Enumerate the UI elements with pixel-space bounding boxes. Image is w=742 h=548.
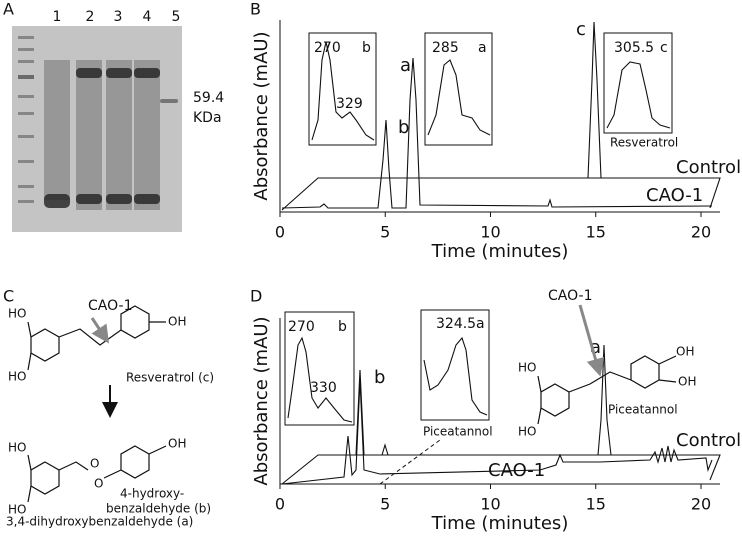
atom: OH: [168, 315, 186, 329]
product-structures: [27, 445, 167, 503]
panel-label: D: [250, 287, 262, 306]
x-tick-label: 10: [480, 223, 500, 242]
lane-label: 1: [53, 9, 62, 25]
trace: [318, 21, 602, 179]
inset-text: Piceatannol: [423, 425, 493, 439]
resveratrol-structure: [27, 305, 166, 371]
atom: OH: [168, 437, 186, 451]
atom: HO: [8, 307, 26, 321]
trace: [318, 344, 612, 456]
inset-text: 270: [288, 319, 315, 335]
y-axis-label: Absorbance (mAU): [251, 316, 272, 485]
x-tick-label: 20: [691, 495, 711, 514]
inset-text: a: [476, 316, 485, 332]
atom: HO: [8, 370, 26, 384]
lane-label: 5: [172, 9, 181, 25]
atom: HO: [8, 503, 26, 517]
inset: [603, 32, 673, 134]
lane-label: 4: [143, 9, 152, 25]
atom: OH: [676, 345, 694, 359]
trace: [281, 57, 713, 209]
spectrum: [606, 61, 671, 129]
spectrum: [311, 41, 375, 141]
x-tick-label: 5: [380, 495, 390, 514]
peak-label: b: [398, 117, 409, 138]
x-tick-label: 15: [586, 495, 606, 514]
compound-name: Resveratrol (c): [126, 371, 214, 385]
peak-label: a: [590, 337, 601, 358]
spectrum: [287, 336, 353, 423]
inset-text: 270: [314, 40, 341, 56]
x-tick-label: 15: [586, 223, 606, 242]
panel-label: B: [250, 0, 261, 19]
atom: HO: [518, 425, 536, 439]
y-axis-label: Absorbance (mAU): [251, 31, 272, 200]
x-axis-label: Time (minutes): [431, 513, 569, 534]
trace-label: Control: [676, 430, 741, 451]
trace: [281, 379, 713, 485]
marker-size: 59.4: [193, 90, 224, 106]
inset-text: c: [660, 40, 668, 56]
inset-text: b: [362, 40, 371, 56]
compound-name: 3,4-dihydroxybenzaldehyde (a): [6, 515, 193, 529]
compound-name: Piceatannol: [608, 403, 678, 417]
spectrum: [423, 336, 488, 416]
x-tick-label: 5: [380, 223, 390, 242]
trace-label: CAO-1: [646, 185, 703, 206]
inset-text: b: [338, 319, 347, 335]
compound-name: 4-hydroxy-: [120, 487, 184, 501]
atom: O: [94, 477, 103, 491]
inset-text: 329: [336, 96, 363, 112]
x-tick-label: 0: [275, 223, 285, 242]
atom: O: [90, 457, 99, 471]
inset-text: Resveratrol: [610, 136, 678, 150]
enzyme-label: CAO-1: [548, 288, 592, 304]
piceatannol-structure: [537, 304, 677, 425]
peak-label: a: [400, 55, 411, 76]
compound-name: benzaldehyde (b): [106, 502, 211, 516]
panel-label: C: [3, 287, 14, 306]
x-axis-label: Time (minutes): [431, 241, 569, 262]
trace-label: CAO-1: [488, 460, 545, 481]
inset-text: a: [478, 40, 487, 56]
atom: HO: [518, 361, 536, 375]
marker-unit: KDa: [193, 110, 222, 126]
atom: HO: [8, 441, 26, 455]
x-tick-label: 0: [275, 495, 285, 514]
inset: [420, 309, 490, 421]
gel: [12, 26, 182, 232]
panel-label: A: [3, 0, 14, 19]
inset-text: 305.5: [614, 40, 654, 56]
peak-label: c: [576, 19, 586, 40]
inset-text: 330: [310, 380, 337, 396]
x-tick-label: 20: [691, 223, 711, 242]
peak-label: b: [374, 367, 385, 388]
spectrum: [427, 59, 491, 136]
lane-label: 3: [114, 9, 123, 25]
enzyme-label: CAO-1: [88, 298, 132, 314]
guide-line: [379, 439, 441, 485]
atom: OH: [678, 375, 696, 389]
x-tick-label: 10: [480, 495, 500, 514]
lane-label: 2: [86, 9, 95, 25]
trace-label: Control: [676, 157, 741, 178]
inset-text: 324.5: [436, 316, 476, 332]
inset-text: 285: [432, 40, 459, 56]
